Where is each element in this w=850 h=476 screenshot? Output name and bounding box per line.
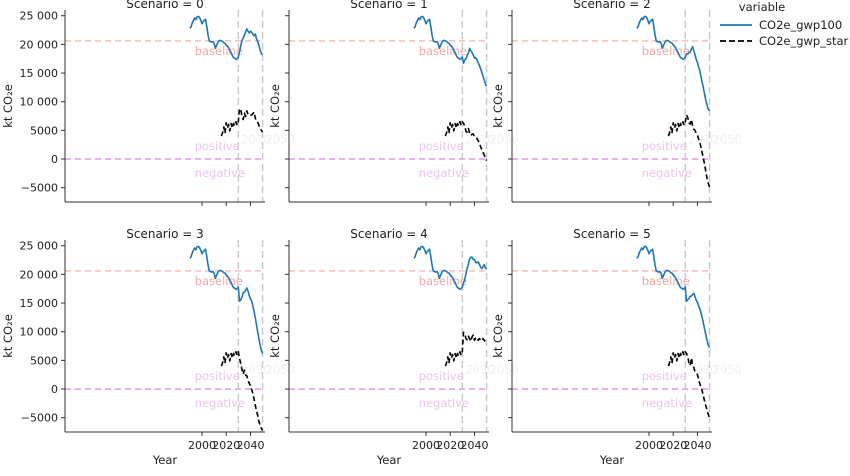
vline-label-2050: 2050 [266, 363, 295, 377]
vline-label-2030: 2030 [465, 133, 494, 147]
x-tick-label: 2000 [188, 439, 216, 452]
panel-title: Scenario = 0 [126, 0, 203, 11]
series-gwp100-line [413, 15, 488, 87]
y-tick-label: 15 000 [20, 67, 59, 80]
panel-title: Scenario = 3 [126, 227, 203, 241]
legend-label-gwp-star: CO2e_gwp_star [759, 34, 849, 48]
vline-label-2030: 2030 [688, 133, 717, 147]
series-gwp-star-line [444, 331, 487, 367]
panel-title: Scenario = 5 [573, 227, 650, 241]
series-gwp100-line [636, 245, 711, 349]
positive-label: positive [419, 139, 464, 153]
negative-label: negative [419, 166, 469, 180]
positive-label: positive [642, 139, 687, 153]
y-tick-label: 20 000 [20, 268, 59, 281]
y-tick-label: 15 000 [20, 297, 59, 310]
negative-label: negative [195, 396, 245, 410]
vline-label-2050: 2050 [490, 133, 519, 147]
y-tick-label: 5000 [30, 124, 58, 137]
negative-label: negative [642, 396, 692, 410]
negative-label: negative [642, 166, 692, 180]
panel-4: Scenario = 420302050baselinepositivenega… [268, 227, 519, 467]
vline-label-2050: 2050 [266, 133, 295, 147]
legend: variable CO2e_gwp100 CO2e_gwp_star [720, 0, 849, 48]
negative-label: negative [419, 396, 469, 410]
vline-label-2050: 2050 [490, 363, 519, 377]
negative-label: negative [195, 166, 245, 180]
panel-title: Scenario = 2 [573, 0, 650, 11]
positive-label: positive [642, 369, 687, 383]
panel-title: Scenario = 4 [350, 227, 427, 241]
series-gwp100-line [189, 245, 264, 354]
series-gwp100-line [189, 15, 264, 61]
y-tick-label: −5000 [21, 182, 58, 195]
x-tick-label: 2040 [236, 439, 264, 452]
vline-label-2030: 2030 [688, 363, 717, 377]
x-axis-title: Year [152, 453, 178, 467]
y-tick-label: −5000 [21, 412, 58, 425]
y-axis-title: kt CO₂e [491, 314, 505, 358]
x-tick-label: 2040 [683, 439, 711, 452]
baseline-label: baseline [419, 274, 467, 288]
vline-label-2030: 2030 [241, 133, 270, 147]
positive-label: positive [419, 369, 464, 383]
y-tick-label: 5000 [30, 354, 58, 367]
vline-label-2030: 2030 [465, 363, 494, 377]
baseline-label: baseline [195, 274, 243, 288]
y-tick-label: 0 [51, 153, 58, 166]
y-axis-title: kt CO₂e [268, 314, 282, 358]
y-axis-title: kt CO₂e [1, 314, 15, 358]
series-gwp-star-line [220, 107, 264, 137]
baseline-label: baseline [642, 274, 690, 288]
y-tick-label: 10 000 [20, 326, 59, 339]
positive-label: positive [195, 369, 240, 383]
y-tick-label: 25 000 [20, 240, 59, 253]
vline-label-2030: 2030 [241, 363, 270, 377]
vline-label-2050: 2050 [713, 133, 742, 147]
y-axis-title: kt CO₂e [268, 84, 282, 128]
x-axis-title: Year [599, 453, 625, 467]
baseline-label: baseline [195, 44, 243, 58]
series-gwp-star-line [667, 114, 711, 188]
series-gwp-star-line [667, 351, 711, 419]
x-tick-label: 2020 [212, 439, 240, 452]
x-tick-label: 2000 [412, 439, 440, 452]
legend-title: variable [739, 0, 785, 14]
y-tick-label: 20 000 [20, 38, 59, 51]
panel-5: Scenario = 520302050baselinepositivenega… [491, 227, 742, 467]
series-gwp100-line [636, 15, 711, 112]
series-gwp-star-line [444, 121, 488, 162]
y-axis-title: kt CO₂e [491, 84, 505, 128]
x-axis-title: Year [376, 453, 402, 467]
baseline-label: baseline [642, 44, 690, 58]
x-tick-label: 2020 [659, 439, 687, 452]
vline-label-2050: 2050 [713, 363, 742, 377]
x-tick-label: 2000 [635, 439, 663, 452]
y-tick-label: 0 [51, 383, 58, 396]
series-gwp-star-line [220, 351, 264, 431]
series-gwp100-line [413, 245, 488, 291]
x-tick-label: 2020 [436, 439, 464, 452]
panel-1: Scenario = 120302050baselinepositivenega… [268, 0, 519, 206]
baseline-label: baseline [419, 44, 467, 58]
positive-label: positive [195, 139, 240, 153]
y-axis-title: kt CO₂e [1, 84, 15, 128]
y-tick-label: 25 000 [20, 10, 59, 23]
panel-title: Scenario = 1 [350, 0, 427, 11]
panel-2: Scenario = 220302050baselinepositivenega… [491, 0, 742, 206]
x-tick-label: 2040 [460, 439, 488, 452]
legend-label-gwp100: CO2e_gwp100 [759, 18, 842, 32]
y-tick-label: 10 000 [20, 96, 59, 109]
panels-layer: Scenario = 020302050baselinepositivenega… [1, 0, 742, 467]
